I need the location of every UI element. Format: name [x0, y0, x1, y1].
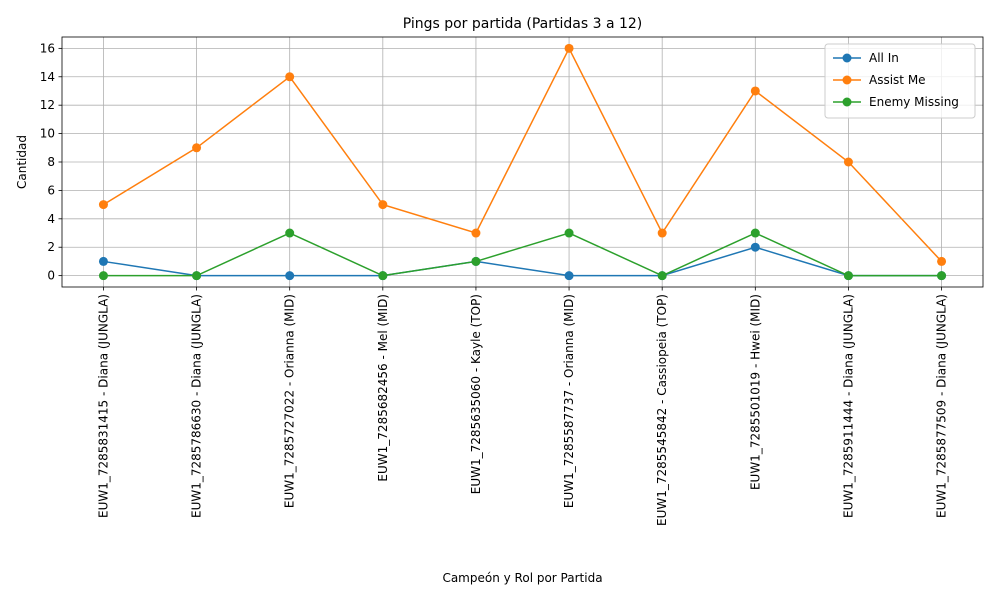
legend-box — [824, 43, 976, 119]
y-tick-label: 14 — [40, 70, 55, 84]
y-tick-label: 10 — [40, 127, 55, 141]
x-tick-label: EUW1_7285727022 - Orianna (MID) — [283, 294, 297, 508]
series-lines — [98, 43, 947, 281]
data-point-assist-me — [843, 157, 853, 167]
x-tick-label: EUW1_7285911444 - Diana (JUNGLA) — [841, 294, 855, 518]
data-point-assist-me — [937, 256, 947, 266]
data-point-all-in — [750, 242, 760, 252]
data-point-assist-me — [378, 200, 388, 210]
data-point-all-in — [564, 271, 574, 281]
data-point-all-in — [98, 256, 108, 266]
x-tick-label: EUW1_7285786630 - Diana (JUNGLA) — [190, 294, 204, 518]
plot-area-frame — [61, 36, 984, 288]
y-tick-label: 0 — [47, 269, 55, 283]
legend-label-assist-me: Assist Me — [869, 73, 926, 87]
data-point-assist-me — [192, 143, 202, 153]
legend-marker-assist-me — [842, 75, 852, 85]
x-axis-ticks: EUW1_7285831415 - Diana (JUNGLA) EUW1_728… — [96, 287, 949, 526]
data-point-enemy-missing — [564, 228, 574, 238]
y-tick-label: 16 — [40, 41, 55, 55]
x-tick-label: EUW1_7285545842 - Cassiopeia (TOP) — [655, 294, 669, 526]
data-point-enemy-missing — [937, 271, 947, 281]
legend-label-all-in: All In — [869, 51, 899, 65]
x-axis-label: Campeón y Rol por Partida — [442, 571, 602, 585]
data-point-enemy-missing — [471, 256, 481, 266]
data-point-enemy-missing — [657, 271, 667, 281]
y-axis-ticks: 0 2 4 6 8 10 12 14 16 — [40, 41, 62, 283]
x-tick-label: EUW1_7285831415 - Diana (JUNGLA) — [96, 294, 110, 518]
x-tick-label: EUW1_7285877509 - Diana (JUNGLA) — [935, 294, 949, 518]
legend-marker-all-in — [842, 53, 852, 63]
legend-label-enemy-missing: Enemy Missing — [869, 95, 959, 109]
data-point-assist-me — [285, 72, 295, 82]
y-axis-label: Cantidad — [15, 135, 29, 189]
legend-marker-enemy-missing — [842, 97, 852, 107]
legend: All In Assist Me Enemy Missing — [824, 43, 976, 119]
data-point-enemy-missing — [285, 228, 295, 238]
chart-title: Pings por partida (Partidas 3 a 12) — [403, 16, 643, 32]
y-tick-label: 6 — [47, 183, 55, 197]
y-tick-label: 4 — [47, 212, 55, 226]
data-point-enemy-missing — [98, 271, 108, 281]
data-point-all-in — [285, 271, 295, 281]
y-tick-label: 2 — [47, 240, 55, 254]
data-point-enemy-missing — [378, 271, 388, 281]
y-tick-label: 8 — [47, 155, 55, 169]
data-point-assist-me — [657, 228, 667, 238]
series-line-all-in — [103, 246, 942, 277]
data-point-enemy-missing — [843, 271, 853, 281]
x-tick-label: EUW1_7285501019 - Hwei (MID) — [748, 294, 762, 490]
data-point-enemy-missing — [192, 271, 202, 281]
data-point-assist-me — [564, 43, 574, 53]
data-point-assist-me — [750, 86, 760, 96]
data-point-assist-me — [471, 228, 481, 238]
x-tick-label: EUW1_7285682456 - Mel (MID) — [376, 294, 390, 482]
data-point-enemy-missing — [750, 228, 760, 238]
x-tick-label: EUW1_7285635060 - Kayle (TOP) — [469, 294, 483, 494]
x-tick-label: EUW1_7285587737 - Orianna (MID) — [562, 294, 576, 508]
y-tick-label: 12 — [40, 98, 55, 112]
data-point-assist-me — [98, 200, 108, 210]
series-line-enemy-missing — [103, 232, 942, 277]
series-line-assist-me — [103, 46, 943, 262]
